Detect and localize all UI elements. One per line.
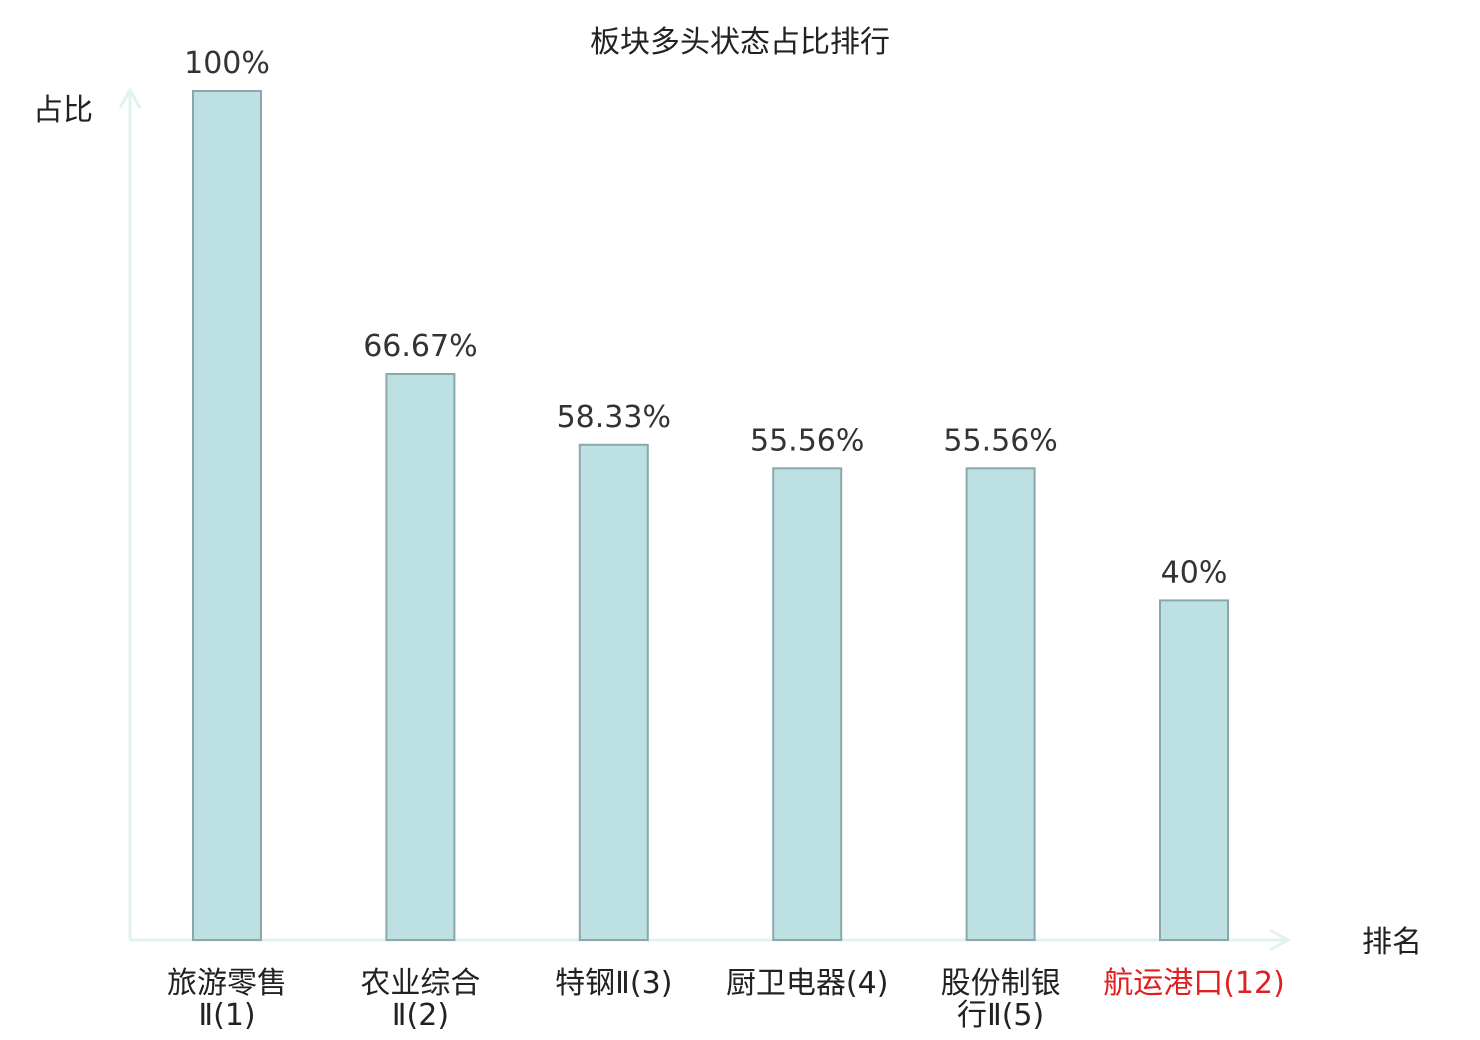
y-axis-label: 占比: [33, 93, 93, 128]
value-label-6: 40%: [1161, 555, 1228, 590]
category-label-1: 旅游零售 Ⅱ(1): [167, 966, 287, 1033]
category-label-5: 股份制银行Ⅱ(5): [941, 966, 1061, 1033]
value-label-3: 58.33%: [557, 400, 671, 435]
bar-2: [385, 373, 456, 941]
x-axis-label: 排名: [1362, 925, 1422, 960]
value-label-5: 55.56%: [943, 423, 1057, 458]
value-label-2: 66.67%: [363, 329, 477, 364]
chart-title: 板块多头状态占比排行: [590, 25, 890, 60]
category-label-6: 航运港口(12): [1103, 966, 1285, 1001]
category-label-2: 农业综合 Ⅱ(2): [360, 966, 480, 1033]
value-label-4: 55.56%: [750, 423, 864, 458]
bar-3: [578, 443, 649, 941]
value-label-1: 100%: [184, 46, 270, 81]
y-axis-arrow-icon: [118, 86, 142, 109]
x-axis-arrow-icon: [1269, 928, 1292, 952]
bar-1: [192, 90, 262, 941]
bar-5: [965, 467, 1036, 941]
bars-group: 100% 旅游零售 Ⅱ(1) 66.67% 农业综合 Ⅱ(2) 58.33% 特钢Ⅱ(3) 55…: [167, 46, 1285, 1033]
bar-6: [1159, 599, 1229, 942]
category-label-3: 特钢Ⅱ(3): [555, 966, 672, 1001]
bar-4: [772, 467, 843, 941]
category-label-4: 厨卫电器(4): [726, 966, 889, 1001]
